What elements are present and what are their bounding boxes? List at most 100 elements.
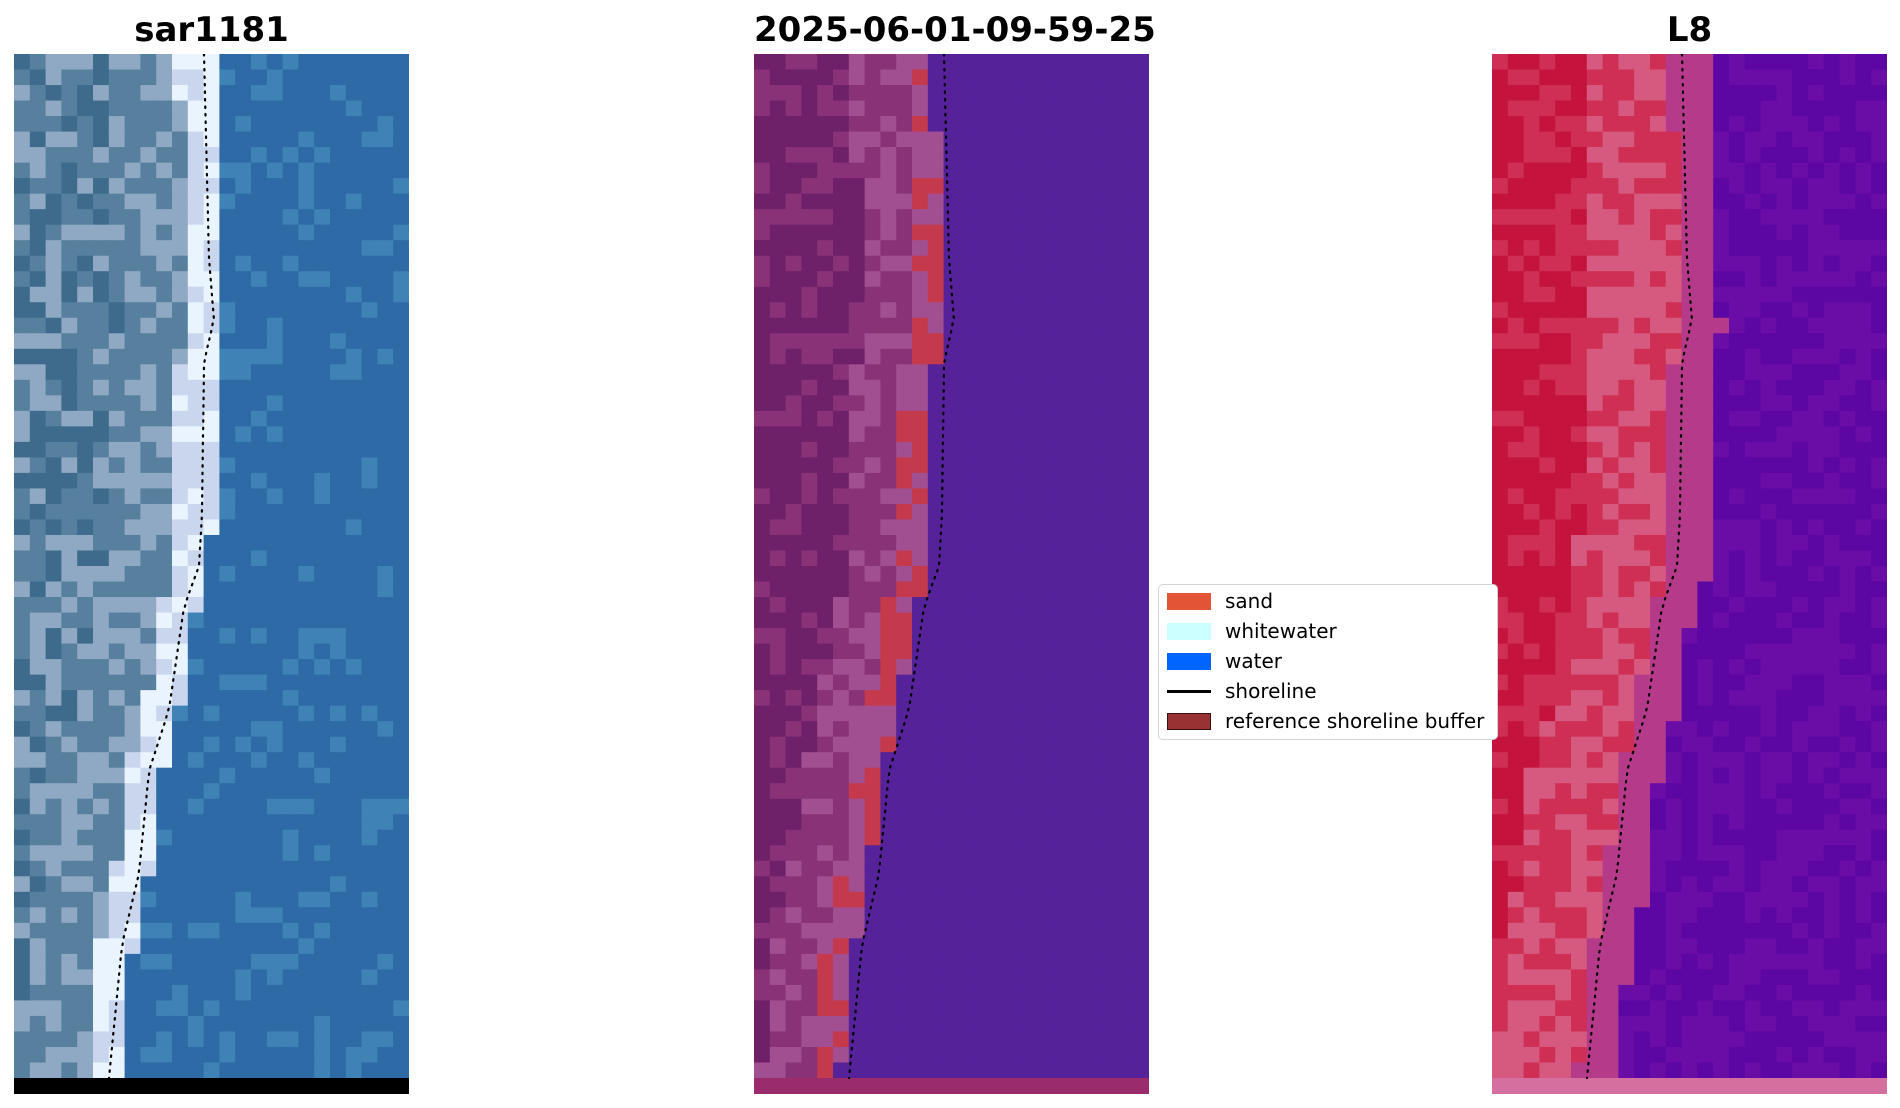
pixel [124, 798, 141, 815]
pixel [801, 395, 818, 412]
pixel [140, 503, 157, 521]
pixel [912, 379, 929, 396]
pixel [1539, 1000, 1556, 1017]
pixel [1634, 628, 1651, 645]
pixel [1729, 1015, 1746, 1033]
pixel [1681, 271, 1698, 288]
pixel [769, 178, 787, 195]
pixel [1022, 333, 1039, 350]
pixel [801, 534, 818, 552]
pixel [1871, 116, 1887, 133]
pixel [1618, 845, 1635, 862]
pixel [45, 798, 62, 815]
pixel [1729, 767, 1746, 784]
pixel [754, 922, 771, 939]
pixel [1650, 581, 1667, 598]
pixel [864, 690, 881, 707]
pixel [1586, 705, 1604, 722]
pixel [1586, 457, 1604, 474]
pixel [251, 860, 268, 877]
pixel [345, 333, 363, 350]
pixel [266, 1015, 284, 1033]
pixel [203, 845, 220, 862]
pixel [1618, 162, 1635, 179]
pixel [1665, 85, 1683, 102]
pixel [817, 798, 834, 815]
pixel [251, 224, 268, 241]
pixel [1808, 503, 1825, 521]
pixel [1539, 271, 1556, 288]
pixel [203, 752, 220, 769]
pixel [1729, 643, 1746, 660]
pixel [108, 1062, 126, 1079]
pixel [896, 472, 913, 490]
pixel [769, 209, 787, 226]
pixel [1117, 348, 1134, 365]
pixel [1006, 783, 1024, 800]
pixel [1006, 519, 1024, 536]
pixel [959, 1000, 976, 1017]
pixel [991, 131, 1008, 148]
pixel [1618, 116, 1635, 133]
pixel [361, 131, 378, 148]
pixel [282, 721, 299, 738]
pixel [282, 581, 299, 598]
pixel [769, 876, 787, 893]
pixel [1523, 659, 1540, 676]
pixel [361, 395, 378, 412]
pixel [833, 953, 850, 970]
pixel [45, 721, 62, 738]
pixel [1808, 767, 1825, 784]
pixel [1022, 814, 1039, 831]
pixel [187, 395, 205, 412]
pixel [298, 783, 315, 800]
pixel [393, 907, 409, 924]
pixel [1713, 829, 1730, 846]
pixel [912, 566, 929, 583]
pixel [943, 488, 960, 505]
pixel [108, 1031, 126, 1048]
pixel [1665, 441, 1683, 458]
pixel [943, 519, 960, 536]
pixel [1744, 752, 1762, 769]
pixel [817, 736, 834, 753]
pixel [991, 441, 1008, 458]
pixel [1085, 984, 1103, 1002]
pixel [754, 1062, 771, 1079]
pixel [266, 814, 284, 831]
pixel [1697, 54, 1714, 71]
pixel [1760, 1015, 1777, 1033]
pixel [1808, 457, 1825, 474]
pixel [801, 54, 818, 71]
pixel [1602, 1015, 1619, 1033]
pixel [377, 302, 394, 319]
pixel [29, 131, 47, 148]
pixel [1006, 643, 1024, 660]
pixel [393, 845, 409, 862]
pixel [927, 891, 945, 908]
pixel [1133, 845, 1149, 862]
pixel [1713, 209, 1730, 226]
pixel [361, 721, 378, 738]
pixel [235, 798, 252, 815]
pixel [1729, 116, 1746, 133]
pixel [1539, 286, 1556, 303]
pixel [1744, 690, 1762, 707]
pixel [172, 333, 189, 350]
pixel [1006, 922, 1024, 939]
pixel [314, 426, 331, 443]
pixel [1602, 752, 1619, 769]
pixel [1523, 938, 1540, 955]
pixel [61, 767, 78, 784]
pixel [1492, 829, 1509, 846]
pixel [1808, 333, 1825, 350]
pixel [927, 783, 945, 800]
pixel [896, 193, 913, 210]
pixel [108, 240, 126, 257]
pixel [345, 85, 363, 102]
pixel [1839, 317, 1856, 334]
pixel [1022, 379, 1039, 396]
pixel [93, 302, 110, 319]
pixel [864, 643, 881, 660]
pixel [393, 1062, 409, 1079]
